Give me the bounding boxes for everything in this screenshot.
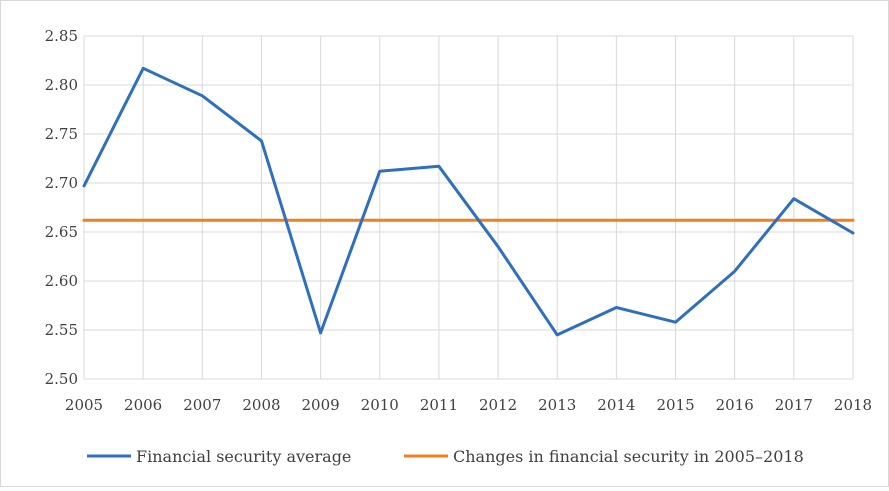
- y-tick-label: 2.50: [45, 370, 78, 388]
- x-tick-label: 2006: [124, 396, 162, 414]
- series-lines: [82, 66, 855, 337]
- legend-label-financial-security-average: Financial security average: [136, 447, 351, 466]
- x-tick-label: 2007: [183, 396, 221, 414]
- y-tick-label: 2.60: [45, 272, 78, 290]
- x-tick-label: 2009: [302, 396, 340, 414]
- x-tick-label: 2010: [361, 396, 399, 414]
- y-tick-label: 2.55: [45, 321, 78, 339]
- y-tick-label: 2.65: [45, 223, 78, 241]
- gridlines: [83, 35, 854, 380]
- y-tick-label: 2.70: [45, 174, 78, 192]
- y-tick-label: 2.85: [45, 27, 78, 45]
- x-tick-label: 2008: [242, 396, 280, 414]
- series-line-0: [82, 66, 855, 337]
- x-tick-label: 2013: [538, 396, 576, 414]
- x-tick-label: 2016: [716, 396, 754, 414]
- legend: Financial security average Changes in fi…: [87, 447, 804, 466]
- x-tick-label: 2017: [775, 396, 813, 414]
- y-tick-label: 2.80: [45, 76, 78, 94]
- y-tick-label: 2.75: [45, 125, 78, 143]
- x-tick-label: 2015: [656, 396, 694, 414]
- y-axis-ticks: 2.50 2.55 2.60 2.65 2.70 2.75 2.80 2.85: [45, 27, 78, 388]
- x-tick-label: 2005: [65, 396, 103, 414]
- x-axis-ticks: 2005 2006 2007 2008 2009 2010 2011 2012 2013 2014…: [65, 396, 872, 414]
- x-tick-label: 2018: [834, 396, 872, 414]
- legend-label-changes-financial-security: Changes in financial security in 2005–20…: [453, 447, 804, 466]
- x-tick-label: 2014: [597, 396, 635, 414]
- x-tick-label: 2011: [420, 396, 458, 414]
- x-tick-label: 2012: [479, 396, 517, 414]
